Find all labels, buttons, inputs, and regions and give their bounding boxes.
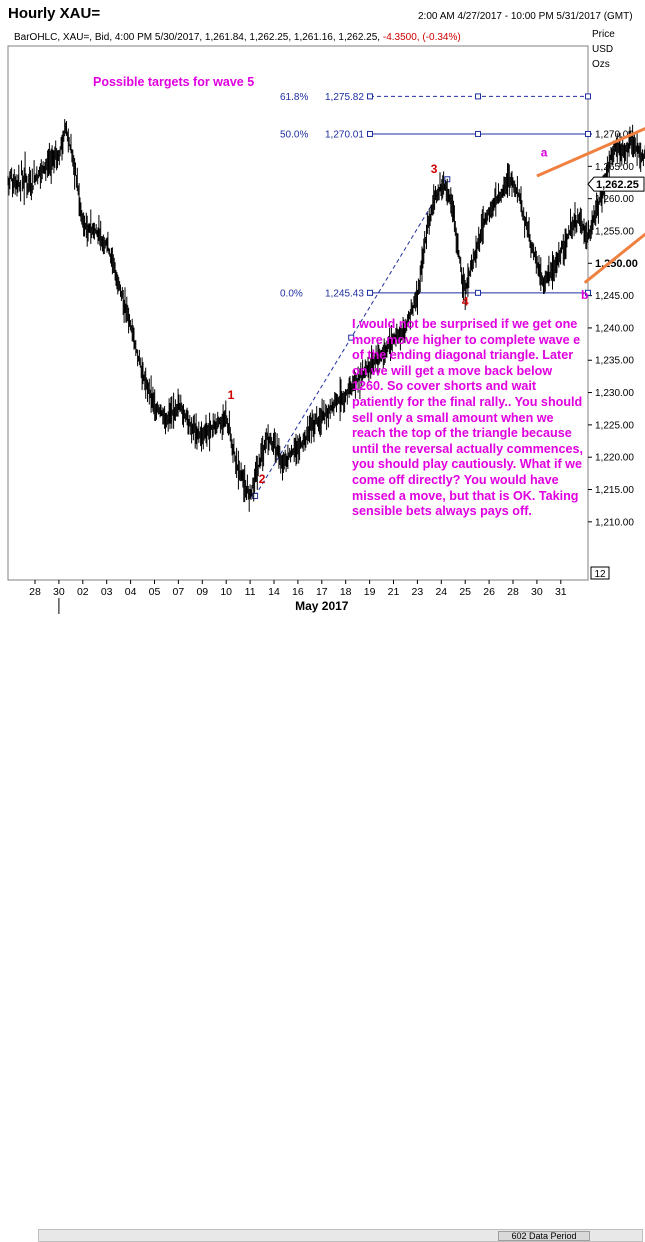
x-tick-label: 11 xyxy=(245,586,256,598)
y-tick-label: 1,220.00 xyxy=(595,453,634,464)
fib-handle xyxy=(367,130,373,137)
x-tick-label: 03 xyxy=(101,586,113,598)
x-tick-label: 28 xyxy=(29,586,41,598)
x-month-label: May 2017 xyxy=(295,599,349,613)
y-tick-label: 1,235.00 xyxy=(595,356,634,367)
x-tick-label: 31 xyxy=(555,586,567,598)
trendline xyxy=(536,126,645,178)
commentary-text: I would not be surprised if we get one m… xyxy=(352,317,583,519)
unit-price: Price xyxy=(592,29,615,40)
x-tick-label: 28 xyxy=(507,586,519,598)
wave-label: b xyxy=(581,288,588,302)
x-tick-label: 09 xyxy=(196,586,208,598)
wave-label: 4 xyxy=(462,294,469,308)
fib-handle xyxy=(367,289,373,296)
last-price-marker xyxy=(587,176,645,192)
fib-handle xyxy=(367,93,373,100)
horizontal-scrollbar[interactable]: 602 Data Period xyxy=(38,1229,643,1242)
fib-handle xyxy=(585,289,591,296)
y-tick-label: 1,225.00 xyxy=(595,420,634,431)
chart-title: Hourly XAU= xyxy=(8,5,101,22)
y-tick-label: 1,210.00 xyxy=(595,517,634,528)
x-tick-label: 02 xyxy=(77,586,89,598)
fib-pct-label: 0.0% xyxy=(280,288,303,299)
x-tick-label: 04 xyxy=(125,586,137,598)
x-tick-label: 07 xyxy=(173,586,185,598)
price-change: -4.3500, (-0.34%) xyxy=(382,32,461,43)
y-tick-label: 1,260.00 xyxy=(595,194,634,205)
fib-projection-handle xyxy=(252,492,259,499)
x-tick-label: 26 xyxy=(483,586,495,598)
wave-label: 1 xyxy=(228,388,235,402)
ohlc-bars xyxy=(7,119,645,512)
fib-pct-label: 50.0% xyxy=(280,129,308,140)
x-tick-label: 25 xyxy=(459,586,471,598)
footer: 602 Data Period xyxy=(0,614,645,1242)
wave-label: 3 xyxy=(431,162,438,176)
x-tick-label: 14 xyxy=(268,586,280,598)
axis-tag-box xyxy=(590,566,610,580)
x-tick-label: 23 xyxy=(412,586,424,598)
targets-annotation: Possible targets for wave 5 xyxy=(93,75,254,89)
x-tick-label: 10 xyxy=(220,586,232,598)
fib-handle xyxy=(475,93,481,100)
last-price-label: 1,262.25 xyxy=(596,179,639,191)
x-tick-label: 30 xyxy=(53,586,65,598)
y-tick-label: 1,265.00 xyxy=(595,162,634,173)
unit-ozs: Ozs xyxy=(592,59,610,70)
date-range: 2:00 AM 4/27/2017 - 10:00 PM 5/31/2017 (… xyxy=(418,11,633,22)
fib-handle xyxy=(585,130,591,137)
ohlc-subline: BarOHLC, XAU=, Bid, 4:00 PM 5/30/2017, 1… xyxy=(14,32,461,43)
fib-handle xyxy=(475,130,481,137)
fib-value-label: 1,275.82 xyxy=(325,92,364,103)
axis-tag-label: 12 xyxy=(594,569,606,580)
wave-label: a xyxy=(541,146,548,160)
unit-usd: USD xyxy=(592,44,614,55)
y-tick-label: 1,240.00 xyxy=(595,323,634,334)
data-period-thumb[interactable]: 602 Data Period xyxy=(498,1231,590,1241)
trendline xyxy=(583,232,645,284)
x-tick-label: 05 xyxy=(149,586,161,598)
fib-handle xyxy=(475,289,481,296)
x-tick-label: 21 xyxy=(388,586,400,598)
x-tick-label: 19 xyxy=(364,586,376,598)
x-tick-label: 30 xyxy=(531,586,543,598)
wave-label: 2 xyxy=(259,472,266,486)
fib-handle xyxy=(585,93,591,100)
y-tick-label: 1,215.00 xyxy=(595,485,634,496)
x-tick-label: 18 xyxy=(340,586,352,598)
x-tick-label: 24 xyxy=(435,586,447,598)
y-tick-label: 1,255.00 xyxy=(595,226,634,237)
fib-projection-handle xyxy=(348,334,355,341)
y-tick-label: 1,270.00 xyxy=(595,130,634,141)
price-chart[interactable]: 1,210.00 1,215.00 1,220.00 1,225.00 1,230.00… xyxy=(0,0,645,614)
y-tick-label: 1,245.00 xyxy=(595,291,634,302)
x-tick-label: 16 xyxy=(292,586,304,598)
ohlc-values: BarOHLC, XAU=, Bid, 4:00 PM 5/30/2017, 1… xyxy=(14,32,383,43)
fib-value-label: 1,245.43 xyxy=(325,288,364,299)
x-tick-label: 17 xyxy=(316,586,328,598)
y-tick-label: 1,230.00 xyxy=(595,388,634,399)
fib-value-label: 1,270.01 xyxy=(325,129,364,140)
fib-pct-label: 61.8% xyxy=(280,92,308,103)
